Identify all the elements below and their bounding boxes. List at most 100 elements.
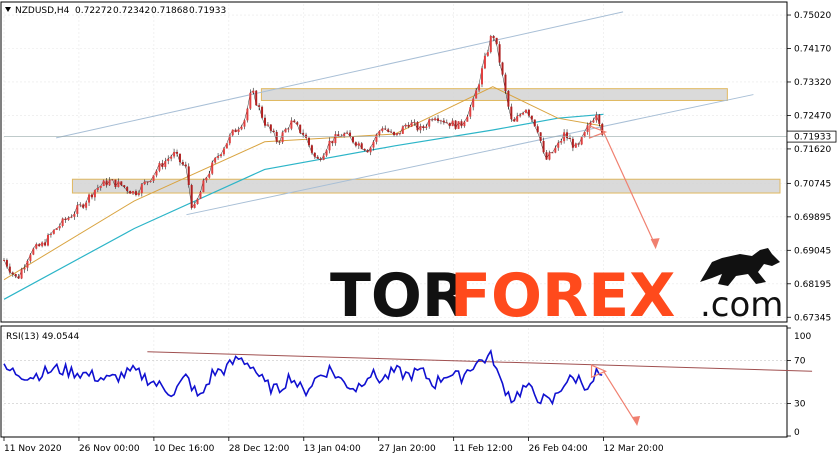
candle-body	[211, 162, 214, 174]
candle-body	[530, 115, 533, 120]
candle-body	[82, 204, 85, 208]
candle-body	[589, 122, 592, 126]
candle-body	[90, 194, 93, 198]
candle-body	[381, 128, 384, 132]
candle-body	[390, 131, 393, 133]
candle-body	[310, 145, 313, 153]
candle-body	[331, 140, 334, 144]
candle-body	[272, 130, 275, 132]
rsi-forecast-arrow	[590, 364, 641, 427]
watermark-tor: TOR	[330, 261, 468, 331]
channel-lower-line	[186, 94, 754, 216]
candle-body	[202, 180, 205, 193]
price-tick-label: 0.70745	[794, 179, 831, 189]
rsi-trend-line	[147, 351, 813, 372]
candle-body	[102, 180, 105, 187]
candle-body	[199, 192, 202, 199]
chart-header: NZDUSD,H4 0.72272 0.72342 0.71868 0.7193…	[5, 6, 226, 16]
candle-body	[507, 91, 510, 107]
grid	[3, 4, 786, 436]
candle-body	[108, 180, 111, 186]
candle-body	[451, 120, 454, 127]
candle-body	[437, 118, 440, 121]
candle-body	[99, 186, 102, 188]
candle-body	[208, 173, 211, 178]
candle-body	[328, 140, 331, 151]
rsi-panel-frame	[0, 325, 788, 438]
candle-body	[393, 131, 396, 136]
candle-body	[343, 133, 346, 137]
candle-body	[577, 143, 580, 145]
candle-body	[513, 119, 516, 122]
candle-body	[263, 117, 266, 126]
candle-body	[428, 119, 431, 127]
candle-body	[568, 137, 571, 139]
candle-body	[466, 116, 469, 122]
candle-body	[240, 126, 243, 130]
candle-body	[480, 68, 483, 85]
candle-body	[205, 177, 208, 181]
candle-body	[234, 129, 237, 133]
candle-body	[117, 181, 120, 187]
candle-body	[404, 124, 407, 127]
time-tick-label: 11 Nov 2020	[4, 444, 62, 454]
candle-body	[255, 90, 258, 106]
candle-body	[164, 161, 167, 167]
candle-body	[431, 119, 434, 121]
candle-body	[522, 112, 525, 115]
candle-body	[114, 179, 117, 187]
candle-body	[243, 120, 246, 127]
candle-body	[170, 156, 173, 159]
candle-body	[173, 151, 176, 157]
candle-body	[193, 204, 196, 208]
candle-body	[395, 133, 398, 136]
chevron-down-icon	[5, 7, 11, 12]
candle-body	[595, 114, 598, 121]
candle-body	[498, 44, 501, 63]
candle-body	[155, 170, 158, 176]
rsi-axis: 100 70 30 0	[787, 327, 811, 438]
candle-body	[554, 147, 557, 153]
candle-body	[46, 234, 49, 246]
candle-body	[360, 143, 363, 149]
candle-body	[178, 153, 181, 163]
candle-body	[463, 121, 466, 127]
candle-body	[375, 134, 378, 142]
candle-body	[76, 205, 79, 214]
ohlc-low: 0.71868	[151, 6, 188, 16]
candle-body	[111, 179, 114, 181]
bull-icon	[700, 248, 780, 286]
candle-body	[32, 248, 35, 255]
candle-body	[225, 143, 228, 149]
price-tick-label: 0.73320	[794, 78, 831, 88]
candle-body	[67, 217, 70, 220]
candle-body	[88, 194, 91, 203]
candle-body	[363, 148, 366, 151]
rsi-tick-label: 70	[794, 356, 806, 366]
candle-body	[237, 129, 240, 133]
candle-body	[349, 132, 352, 137]
time-tick-label: 27 Jan 20:00	[379, 444, 436, 454]
price-tick-label: 0.68195	[794, 280, 831, 290]
candle-body	[73, 213, 76, 217]
candle-body	[305, 134, 308, 138]
candle-body	[105, 180, 108, 186]
candle-body	[252, 90, 255, 93]
candle-body	[407, 124, 410, 127]
candle-body	[448, 122, 451, 127]
candle-body	[504, 74, 507, 92]
price-tick-label: 0.72470	[794, 111, 831, 121]
candle-body	[592, 120, 595, 123]
price-axis: 0.75020 0.74170 0.73320 0.72470 0.71620 0.707…	[787, 11, 831, 323]
candle-body	[457, 121, 460, 129]
candle-body	[96, 187, 99, 190]
candle-body	[269, 124, 272, 131]
watermark: TOR FOREX .com	[330, 248, 783, 331]
time-tick-label: 11 Feb 12:00	[454, 444, 513, 454]
candle-body	[548, 152, 551, 160]
rsi-tick-label: 30	[794, 400, 806, 410]
candle-body	[313, 152, 316, 157]
candle-body	[231, 129, 234, 136]
candle-body	[410, 122, 413, 127]
